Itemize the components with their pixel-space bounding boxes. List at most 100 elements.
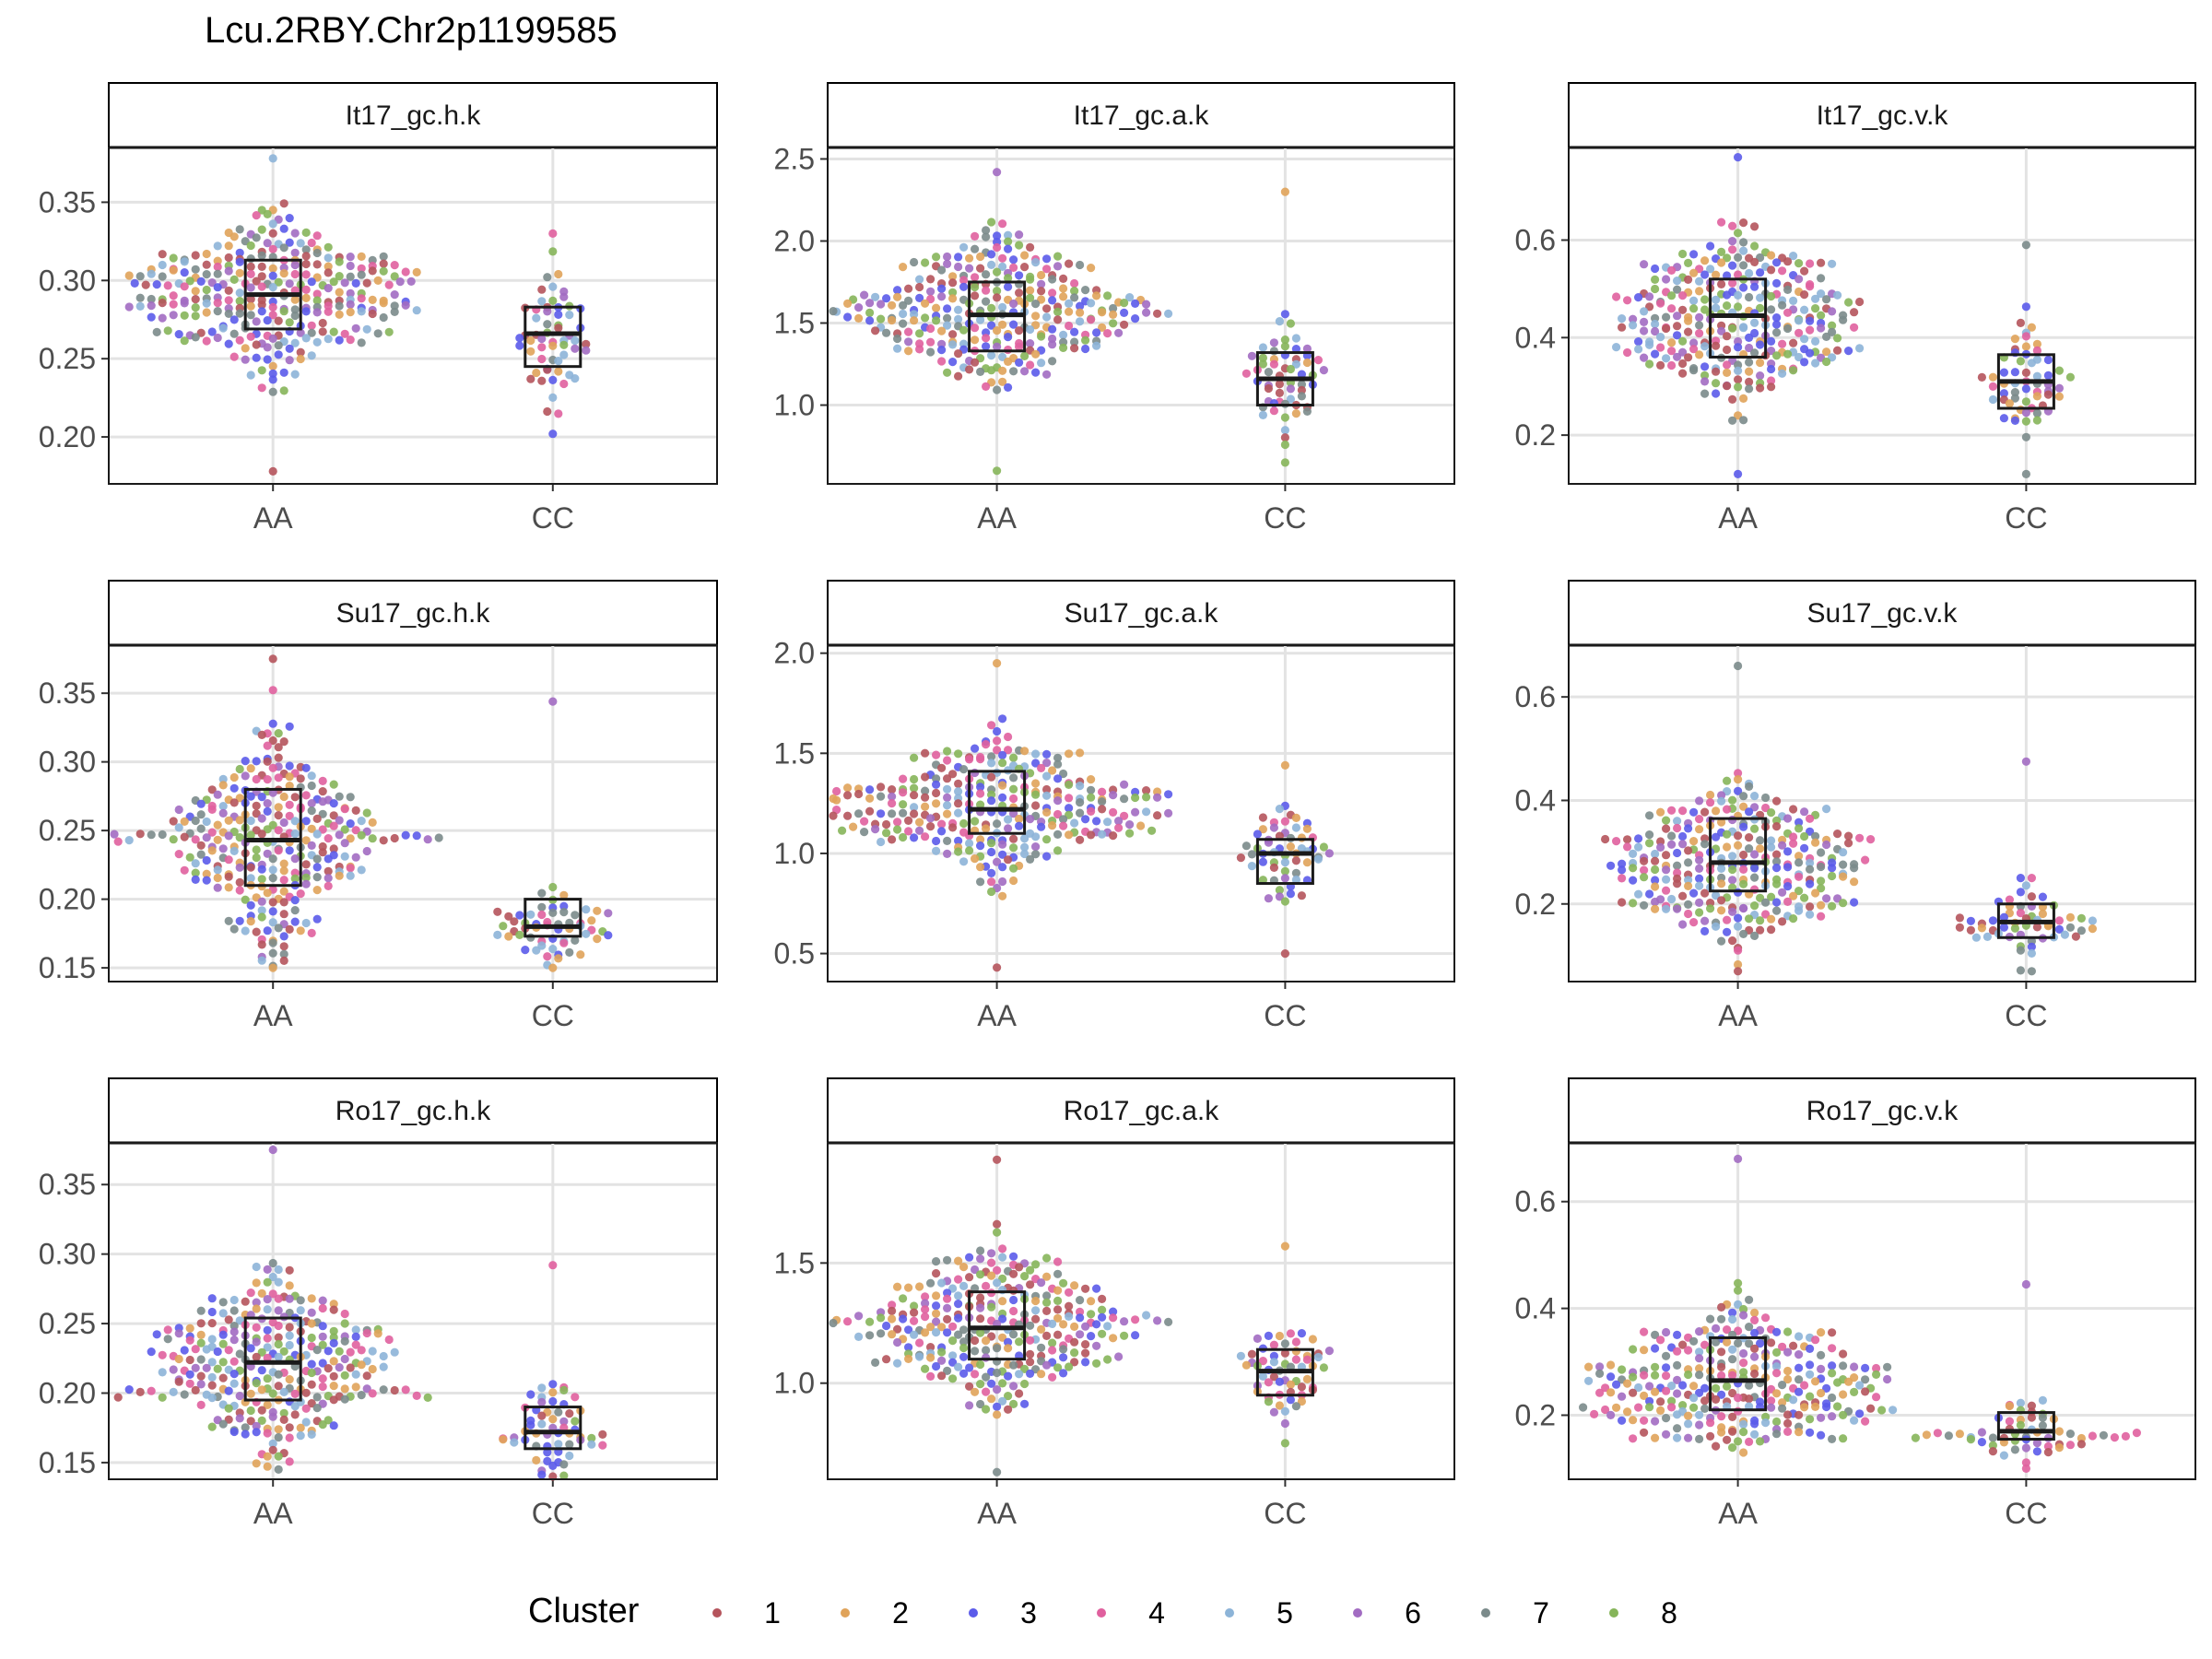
data-point (279, 224, 288, 233)
data-point (899, 1314, 908, 1324)
data-point (1828, 901, 1837, 911)
data-point (1756, 383, 1765, 393)
data-point (1717, 879, 1726, 888)
data-point (169, 1387, 178, 1396)
data-point (1734, 841, 1743, 850)
data-point (1955, 1430, 1964, 1439)
data-point (324, 854, 333, 864)
data-point (124, 302, 134, 312)
data-point (1015, 271, 1024, 280)
data-point (943, 1328, 952, 1337)
data-point (1756, 358, 1765, 368)
data-point (937, 1371, 947, 1381)
data-point (312, 854, 322, 864)
data-point (285, 846, 294, 855)
data-point (1745, 1394, 1754, 1404)
data-point (854, 313, 864, 323)
data-point (987, 250, 996, 259)
data-point (1999, 1451, 2008, 1460)
data-point (1103, 818, 1112, 827)
data-point (1700, 256, 1710, 265)
data-point (147, 1347, 156, 1357)
data-point (559, 350, 569, 359)
data-point (213, 241, 222, 251)
data-point (1684, 858, 1693, 867)
data-point (1717, 1347, 1726, 1357)
data-point (998, 1379, 1007, 1388)
data-point (998, 302, 1007, 312)
data-point (252, 1298, 261, 1307)
data-point (1761, 793, 1771, 803)
data-point (224, 883, 233, 892)
data-point (1042, 1306, 1052, 1315)
data-point (1009, 1382, 1018, 1391)
data-point (301, 252, 311, 261)
data-point (307, 799, 316, 808)
data-point (268, 361, 277, 371)
data-point (296, 239, 305, 248)
data-point (296, 889, 305, 899)
data-point (548, 1388, 558, 1397)
data-point (235, 225, 244, 234)
data-point (948, 340, 958, 349)
data-point (559, 1417, 569, 1426)
data-point (1059, 292, 1068, 301)
data-point (246, 1417, 255, 1426)
data-point (1723, 360, 1732, 370)
data-point (1612, 292, 1621, 301)
data-point (854, 789, 864, 799)
data-point (390, 1347, 399, 1357)
facet-strip (827, 1077, 1455, 1144)
data-point (937, 326, 947, 335)
data-point (1706, 1314, 1715, 1324)
data-point (1070, 287, 1079, 296)
data-point (1717, 896, 1726, 905)
data-point (1651, 319, 1660, 329)
data-point (1015, 288, 1024, 298)
data-point (207, 1294, 217, 1303)
data-point (1739, 324, 1748, 333)
data-point (1783, 308, 1793, 317)
data-point (1794, 1332, 1804, 1341)
data-point (124, 1385, 134, 1394)
data-point (1828, 1393, 1837, 1403)
data-point (390, 301, 399, 311)
data-point (1087, 806, 1096, 817)
data-point (532, 368, 541, 378)
tick-label-x: CC (532, 501, 574, 535)
data-point (915, 293, 924, 302)
data-point (1783, 285, 1793, 294)
data-point (987, 839, 996, 848)
data-point (1828, 259, 1837, 268)
data-point (268, 369, 277, 378)
data-point (915, 329, 924, 338)
data-point (1092, 1320, 1101, 1329)
data-point (1147, 826, 1157, 835)
data-point (1767, 291, 1776, 301)
data-point (1026, 815, 1035, 824)
data-point (252, 1459, 261, 1468)
data-point (1026, 1321, 1035, 1330)
data-point (268, 244, 277, 253)
data-point (290, 793, 300, 802)
data-point (2027, 948, 2036, 958)
data-point (1667, 840, 1677, 849)
data-point (1778, 1381, 1787, 1390)
data-point (1700, 389, 1710, 398)
data-point (1966, 925, 1975, 935)
data-point (213, 333, 222, 343)
data-point (1640, 900, 1649, 910)
data-point (1717, 218, 1726, 227)
data-point (1612, 1403, 1621, 1412)
data-point (274, 773, 283, 782)
data-point (263, 1277, 272, 1287)
data-point (1087, 264, 1096, 273)
panel-ro17-gc-v-k: Ro17_gc.v.k0.20.40.6AA CC (1515, 1077, 2196, 1530)
data-point (1712, 270, 1721, 279)
data-point (279, 818, 288, 828)
data-point (582, 905, 591, 914)
data-point (1789, 891, 1798, 900)
data-point (1728, 416, 1737, 425)
data-point (2021, 417, 2030, 426)
data-point (368, 818, 377, 828)
